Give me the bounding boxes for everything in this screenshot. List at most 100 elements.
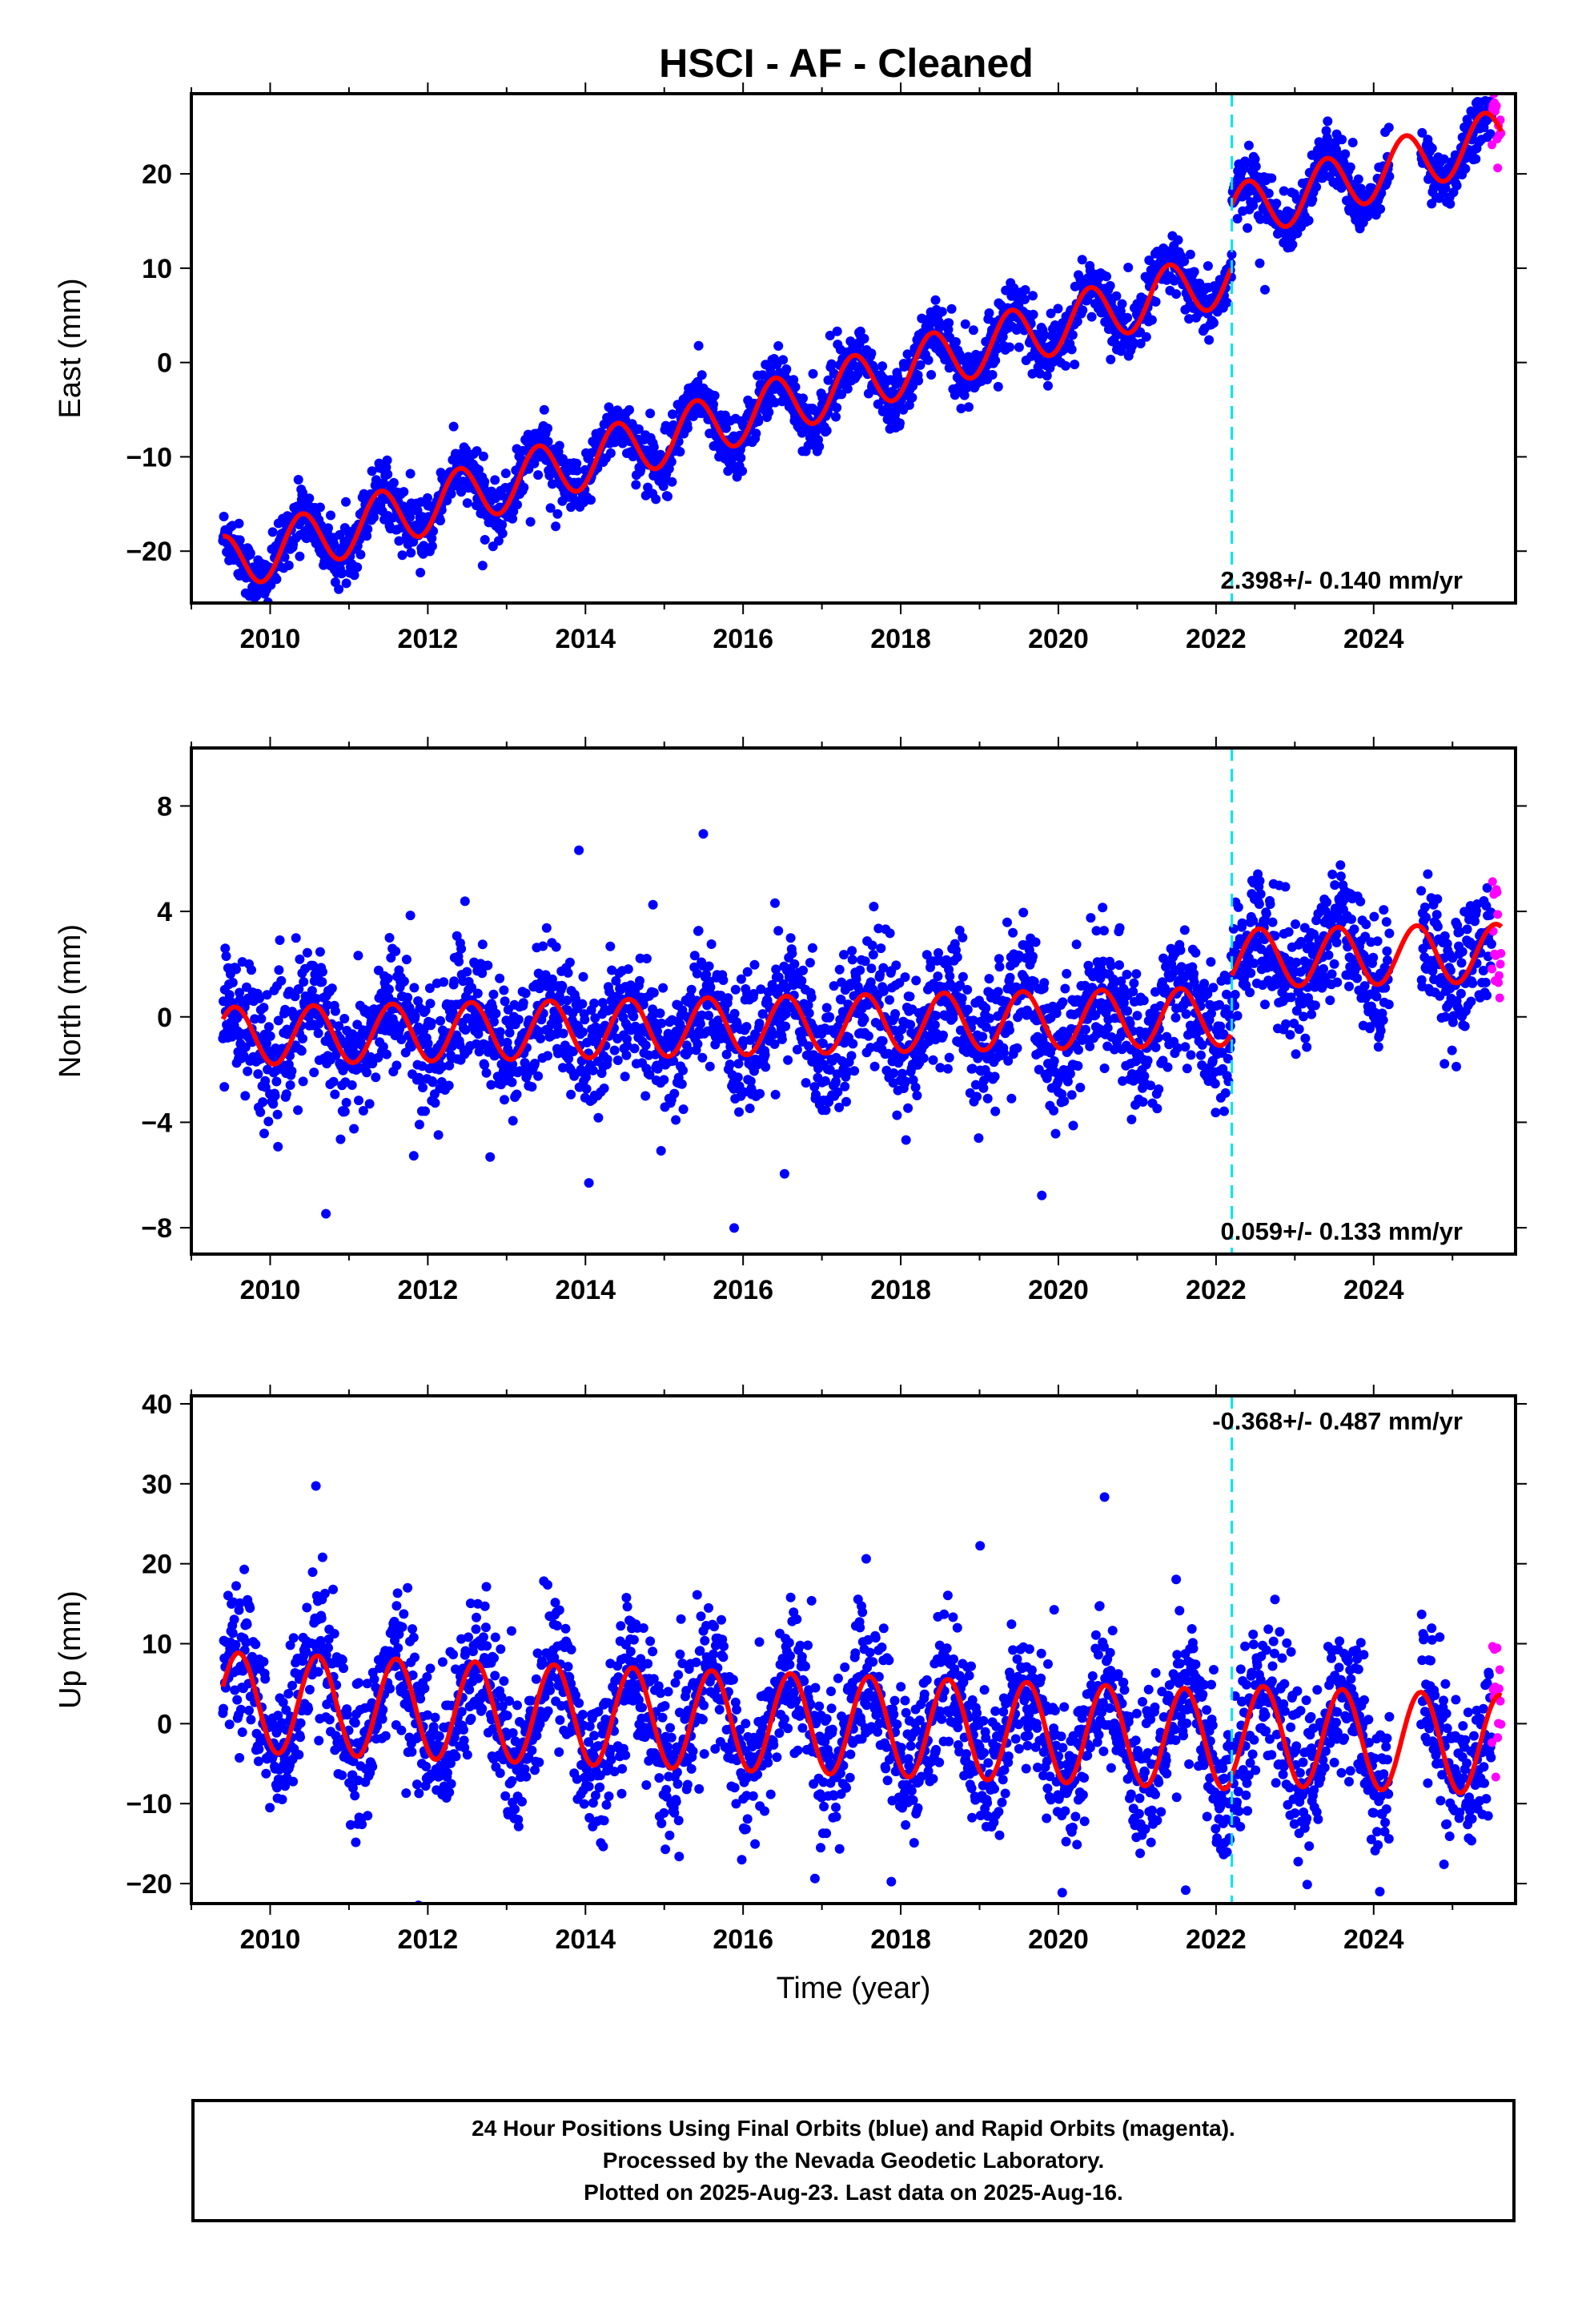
final-orbit-point: [462, 967, 472, 977]
x-tick-label: 2018: [870, 624, 931, 654]
final-orbit-point: [1006, 1093, 1017, 1104]
final-orbit-point: [1005, 342, 1014, 352]
final-orbit-point: [581, 1084, 592, 1094]
final-orbit-point: [481, 1068, 492, 1078]
final-orbit-point: [545, 503, 556, 513]
final-orbit-point: [507, 1077, 517, 1088]
final-orbit-point: [967, 1063, 978, 1074]
final-orbit-point: [1291, 1049, 1301, 1059]
final-orbit-point: [543, 436, 553, 447]
final-orbit-point: [221, 951, 231, 961]
final-orbit-point: [566, 1089, 576, 1100]
final-orbit-point: [835, 1015, 845, 1025]
final-orbit-point: [1071, 939, 1082, 950]
final-orbit-point: [477, 968, 488, 979]
final-orbit-point: [500, 1095, 509, 1105]
final-orbit-point: [1217, 1047, 1227, 1058]
final-orbit-point: [778, 355, 789, 365]
final-orbit-point: [779, 1168, 789, 1179]
final-orbit-point: [1445, 199, 1456, 209]
final-orbit-point: [837, 389, 847, 400]
final-orbit-point: [597, 998, 608, 1008]
final-orbit-point: [1330, 880, 1340, 891]
final-orbit-point: [1066, 344, 1077, 355]
final-orbit-point: [1227, 249, 1237, 259]
final-orbit-point: [705, 1061, 715, 1072]
final-orbit-point: [256, 1014, 267, 1024]
final-orbit-point: [771, 964, 781, 975]
final-orbit-point: [1122, 1006, 1133, 1016]
final-orbit-point: [512, 500, 522, 510]
final-orbit-point: [602, 1055, 612, 1064]
final-orbit-point: [1172, 1043, 1182, 1053]
final-orbit-point: [877, 1035, 888, 1046]
final-orbit-point: [394, 965, 404, 975]
axes-frame: [190, 92, 1517, 605]
final-orbit-point: [866, 963, 877, 974]
final-orbit-point: [739, 1087, 749, 1097]
final-orbit-point: [897, 1068, 907, 1079]
final-orbit-point: [263, 1116, 274, 1127]
final-orbit-point: [866, 348, 877, 359]
final-orbit-point: [645, 408, 656, 419]
final-orbit-point: [1146, 1080, 1156, 1091]
final-orbit-point: [878, 963, 889, 973]
final-orbit-point: [1332, 977, 1343, 987]
final-orbit-point: [821, 425, 832, 436]
final-orbit-point: [1111, 291, 1122, 301]
final-orbit-point: [1245, 987, 1255, 998]
final-orbit-point: [341, 1097, 351, 1108]
final-orbit-point: [926, 370, 937, 380]
final-orbit-point: [698, 829, 709, 839]
final-orbit-point: [678, 1104, 689, 1115]
final-orbit-point: [495, 1027, 505, 1037]
final-orbit-point: [930, 295, 941, 305]
final-orbit-point: [755, 1088, 765, 1099]
final-orbit-point: [1209, 318, 1219, 328]
final-orbit-point: [807, 943, 817, 953]
x-tick-label: 2016: [713, 624, 773, 654]
final-orbit-point: [1037, 1190, 1047, 1200]
final-orbit-point: [721, 423, 731, 433]
final-orbit-point: [436, 516, 445, 526]
final-orbit-point: [635, 975, 644, 986]
final-orbit-point: [1008, 927, 1018, 938]
final-orbit-point: [959, 390, 970, 400]
final-orbit-point: [1139, 1071, 1150, 1081]
final-orbit-point: [1323, 116, 1333, 127]
final-orbit-point: [334, 584, 344, 594]
final-orbit-point: [1042, 371, 1052, 381]
final-orbit-point: [1046, 308, 1056, 319]
final-orbit-points: [218, 95, 1496, 603]
y-tick-label: 0: [157, 348, 172, 379]
final-orbit-point: [1085, 1041, 1095, 1051]
final-orbit-point: [1263, 188, 1274, 199]
final-orbit-point: [247, 965, 256, 975]
final-orbit-point: [299, 977, 309, 987]
final-orbit-point: [837, 1055, 847, 1066]
final-orbit-point: [915, 360, 926, 370]
final-orbit-point: [329, 539, 339, 549]
final-orbit-point: [219, 512, 229, 521]
final-orbit-point: [493, 536, 504, 546]
final-orbit-point: [1255, 258, 1265, 268]
final-orbit-point: [409, 983, 420, 993]
x-tick-label: 2022: [1186, 624, 1247, 654]
final-orbit-point: [623, 964, 633, 975]
final-orbit-point: [804, 1008, 814, 1019]
final-orbit-point: [839, 950, 849, 960]
final-orbit-point: [931, 1011, 942, 1021]
final-orbit-point: [1028, 291, 1038, 301]
final-orbit-point: [588, 1065, 598, 1076]
y-tick-label: −20: [126, 537, 172, 567]
final-orbit-point: [467, 983, 477, 993]
final-orbit-point: [420, 1005, 431, 1015]
final-orbit-point: [974, 1133, 984, 1144]
final-orbit-point: [379, 478, 389, 489]
final-orbit-point: [533, 470, 544, 480]
final-orbit-point: [1105, 280, 1115, 291]
final-orbit-point: [456, 943, 467, 954]
final-orbit-point: [472, 988, 483, 999]
final-orbit-point: [1255, 876, 1265, 886]
chart-title: HSCI - AF - Cleaned: [659, 41, 1034, 86]
